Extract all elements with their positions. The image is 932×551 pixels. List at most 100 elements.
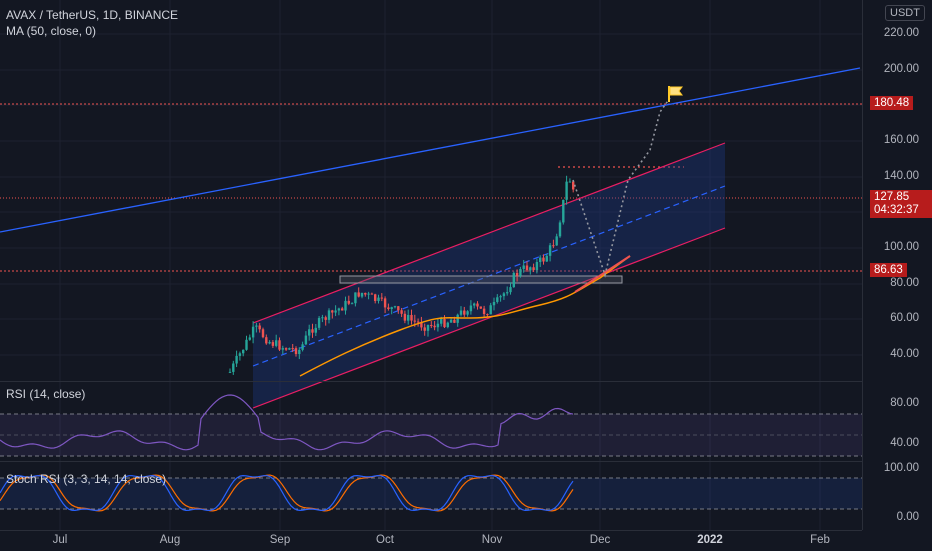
candle-body xyxy=(390,307,393,310)
candle-body xyxy=(400,310,403,314)
rsi-title[interactable]: RSI (14, close) xyxy=(6,387,86,401)
stoch-tick: 0.00 xyxy=(896,511,919,523)
candle-body xyxy=(443,319,446,328)
candle-body xyxy=(397,306,400,311)
candle-body xyxy=(278,340,281,350)
candle-body xyxy=(301,344,304,350)
time-tick: Jul xyxy=(52,534,68,546)
candle-body xyxy=(420,322,423,328)
candle-body xyxy=(374,294,377,301)
candle-body xyxy=(545,255,548,262)
candle-body xyxy=(453,319,456,323)
price-tick: 60.00 xyxy=(890,312,919,324)
candle-body xyxy=(496,297,499,302)
candle-body xyxy=(228,371,232,373)
candle-body xyxy=(430,325,433,327)
currency-button[interactable]: USDT xyxy=(885,5,925,21)
stoch-title[interactable]: Stoch RSI (3, 3, 14, 14, close) xyxy=(6,472,167,486)
flag-icon xyxy=(668,86,683,102)
price-tick: 80.00 xyxy=(890,277,919,289)
time-axis[interactable]: Jul Aug Sep Oct Nov Dec 2022 Feb xyxy=(0,530,862,551)
candle-body xyxy=(393,306,397,308)
channel-upper xyxy=(252,142,726,324)
candle-body xyxy=(265,337,268,344)
candle-body xyxy=(403,313,407,321)
candle-body xyxy=(261,329,265,338)
main-rsi-separator[interactable] xyxy=(0,381,932,382)
stoch-band xyxy=(0,478,862,509)
candle-body xyxy=(334,310,337,313)
candle-body xyxy=(232,363,235,372)
candle-body xyxy=(502,293,506,297)
time-tick: Sep xyxy=(269,534,291,546)
candle-body xyxy=(519,268,522,276)
candle-body xyxy=(558,222,562,237)
candle-body xyxy=(245,339,248,350)
candle-body xyxy=(482,308,486,315)
candle-body xyxy=(449,319,453,323)
price-tick: 100.00 xyxy=(883,241,919,253)
candle-body xyxy=(344,300,347,311)
candle-body xyxy=(347,300,350,304)
price-tick: 200.00 xyxy=(883,63,919,75)
rsi-line xyxy=(0,394,574,451)
candle-body xyxy=(463,310,466,315)
candle-body xyxy=(364,292,367,295)
trendline xyxy=(0,67,861,233)
channel-lower xyxy=(252,227,726,409)
candle-body xyxy=(383,298,387,308)
candle-body xyxy=(380,297,383,299)
candle-body xyxy=(304,335,308,345)
candle-body xyxy=(423,327,426,331)
candle-body xyxy=(242,349,245,354)
price-tick: 160.00 xyxy=(883,134,919,146)
candle-body xyxy=(473,303,476,306)
candle-body xyxy=(308,329,311,336)
candle-body xyxy=(548,245,552,256)
candle-body xyxy=(509,287,512,293)
candle-body xyxy=(354,292,357,304)
last-price-value: 127.85 xyxy=(874,191,910,203)
candle-body xyxy=(469,305,473,312)
candle-body xyxy=(291,348,294,350)
ma-legend[interactable]: MA (50, close, 0) xyxy=(6,24,97,38)
candle-body xyxy=(416,321,420,323)
candle-body xyxy=(555,236,558,246)
candle-body xyxy=(572,181,575,190)
candle-body xyxy=(532,267,535,271)
candle-body xyxy=(251,326,255,338)
time-tick: 2022 xyxy=(697,534,723,546)
candle-body xyxy=(367,293,370,295)
projection-path xyxy=(572,97,671,278)
symbol-title: AVAX / TetherUS, 1D, BINANCE xyxy=(6,8,179,22)
candle-body xyxy=(456,314,459,323)
candle-body xyxy=(426,325,430,331)
candle-body xyxy=(525,265,529,271)
rsi-stoch-separator[interactable] xyxy=(0,461,932,462)
candle-body xyxy=(258,325,261,330)
rsi-tick: 80.00 xyxy=(890,397,919,409)
price-tick: 220.00 xyxy=(883,27,919,39)
candle-body xyxy=(440,319,443,324)
last-price-tag: 127.85 04:32:37 xyxy=(870,190,932,218)
candle-body xyxy=(539,257,542,263)
candle-body xyxy=(413,320,416,322)
candle-body xyxy=(529,267,532,271)
candle-body xyxy=(522,265,525,269)
candle-body xyxy=(275,340,278,346)
stoch-tick: 100.00 xyxy=(883,462,919,474)
candle-body xyxy=(281,348,284,350)
time-tick: Aug xyxy=(159,534,181,546)
target-price-tag: 180.48 xyxy=(870,96,914,110)
stoch-k-line xyxy=(0,474,574,512)
candle-body xyxy=(238,353,242,356)
candle-body xyxy=(271,342,275,346)
candle-body xyxy=(459,310,463,315)
countdown-value: 04:32:37 xyxy=(874,204,919,216)
candle-body xyxy=(489,305,492,315)
candle-body xyxy=(298,349,301,355)
candle-body xyxy=(436,323,440,328)
candle-body xyxy=(350,303,354,305)
candle-body xyxy=(235,355,238,364)
